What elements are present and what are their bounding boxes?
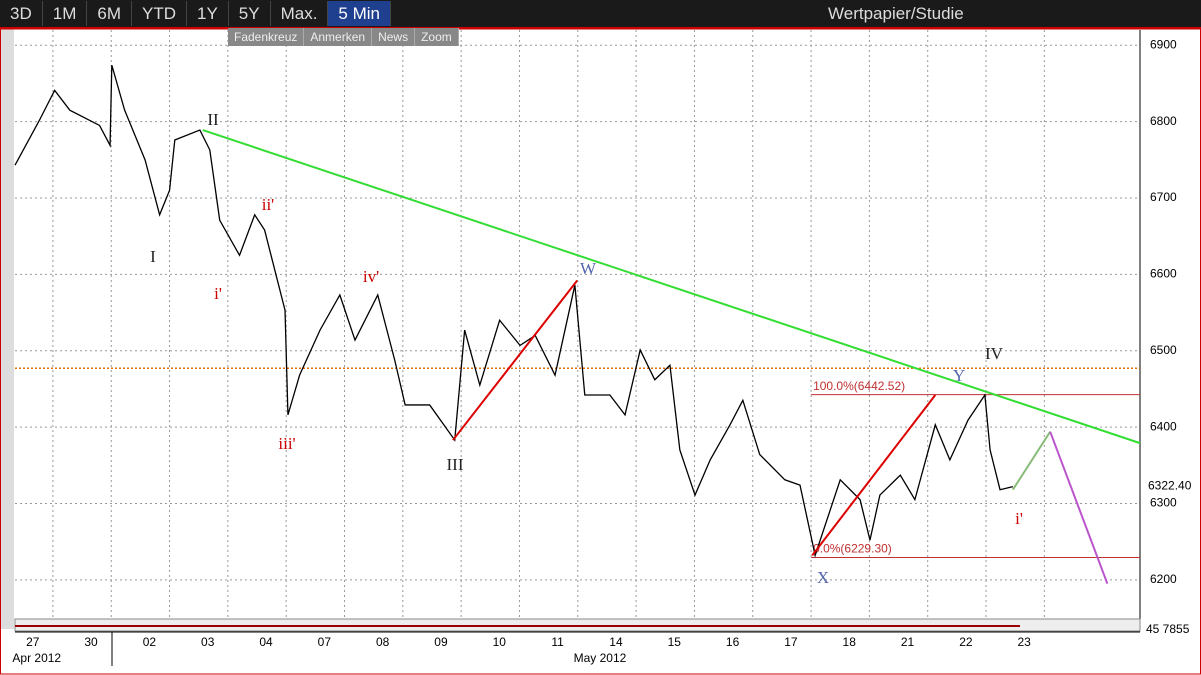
plot-bg [0,29,1201,675]
fib-label: 0.0%(6229.30) [813,542,892,556]
range-button[interactable]: 1Y [187,1,229,26]
range-button[interactable]: 3D [0,1,43,26]
x-tick-label: 10 [493,635,507,649]
wave-label: IV [985,344,1004,363]
tool-button[interactable]: News [372,28,416,46]
range-button[interactable]: YTD [132,1,187,26]
y-tick-label: 6200 [1150,572,1177,586]
month-label: Apr 2012 [12,651,61,665]
tool-button[interactable]: Anmerken [304,28,373,46]
trendline [1012,431,1052,491]
wave-label: Y [953,366,965,385]
range-button[interactable]: Max. [271,1,329,26]
x-tick-label: 23 [1018,635,1032,649]
trendline [202,129,1141,445]
toolbar: 3D 1M 6M YTD 1Y 5Y Max. 5 Min Wertpapier/Studie [0,0,1201,29]
study-button[interactable]: Wertpapier/Studie [828,4,964,23]
x-tick-label: 30 [84,635,98,649]
range-button[interactable]: 5Y [229,1,271,26]
wave-label: III [447,455,464,474]
month-label: May 2012 [574,651,627,665]
x-tick-label: 02 [143,635,157,649]
y-tick-label: 6600 [1150,267,1177,281]
wave-label: iv' [363,267,379,286]
tool-button[interactable]: Zoom [415,28,459,46]
x-tick-label: 08 [376,635,390,649]
x-tick-label: 14 [609,635,623,649]
y-tick-label: 6400 [1150,419,1177,433]
y-tick-label: 6800 [1150,114,1177,128]
x-tick-label: 04 [259,635,273,649]
x-tick-label: 11 [551,635,564,649]
trendline [811,394,937,556]
wave-label: I [150,247,156,266]
range-button[interactable]: 6M [87,1,132,26]
x-tick-label: 17 [784,635,798,649]
x-tick-label: 18 [843,635,857,649]
wave-label: II [207,110,219,129]
last-price-label: 6322.40 [1148,479,1192,493]
range-button[interactable]: 1M [43,1,88,26]
y-tick-label: 6700 [1150,190,1177,204]
trendline [452,279,578,441]
wave-label: ii' [262,195,275,214]
wave-label: W [580,259,597,278]
y-tick-label: 6900 [1150,37,1177,51]
y-tick-label: 6300 [1150,496,1177,510]
wave-label: i' [214,284,222,303]
x-tick-label: 07 [318,635,332,649]
tool-button[interactable]: Fadenkreuz [228,28,305,46]
indicator-label: 45 7855 [1146,622,1190,636]
x-tick-label: 22 [959,635,973,649]
x-tick-label: 15 [668,635,682,649]
wave-label: iii' [278,434,295,453]
x-tick-label: 27 [26,635,40,649]
left-strip [0,29,14,629]
chart: 62006300640065006600670068006900100.0%(6… [0,29,1201,675]
interval-button[interactable]: 5 Min [328,1,391,26]
wave-label: X [817,568,829,587]
wave-label: i' [1015,509,1023,528]
x-tick-label: 03 [201,635,215,649]
x-tick-label: 21 [901,635,915,649]
chart-tools: Fadenkreuz Anmerken News Zoom [228,28,459,46]
x-tick-label: 09 [434,635,448,649]
y-tick-label: 6500 [1150,343,1177,357]
last-price-tag [1141,477,1201,496]
trendline [1049,431,1109,584]
fib-label: 100.0%(6442.52) [813,379,905,393]
x-tick-label: 16 [726,635,740,649]
price-line [14,64,1014,558]
